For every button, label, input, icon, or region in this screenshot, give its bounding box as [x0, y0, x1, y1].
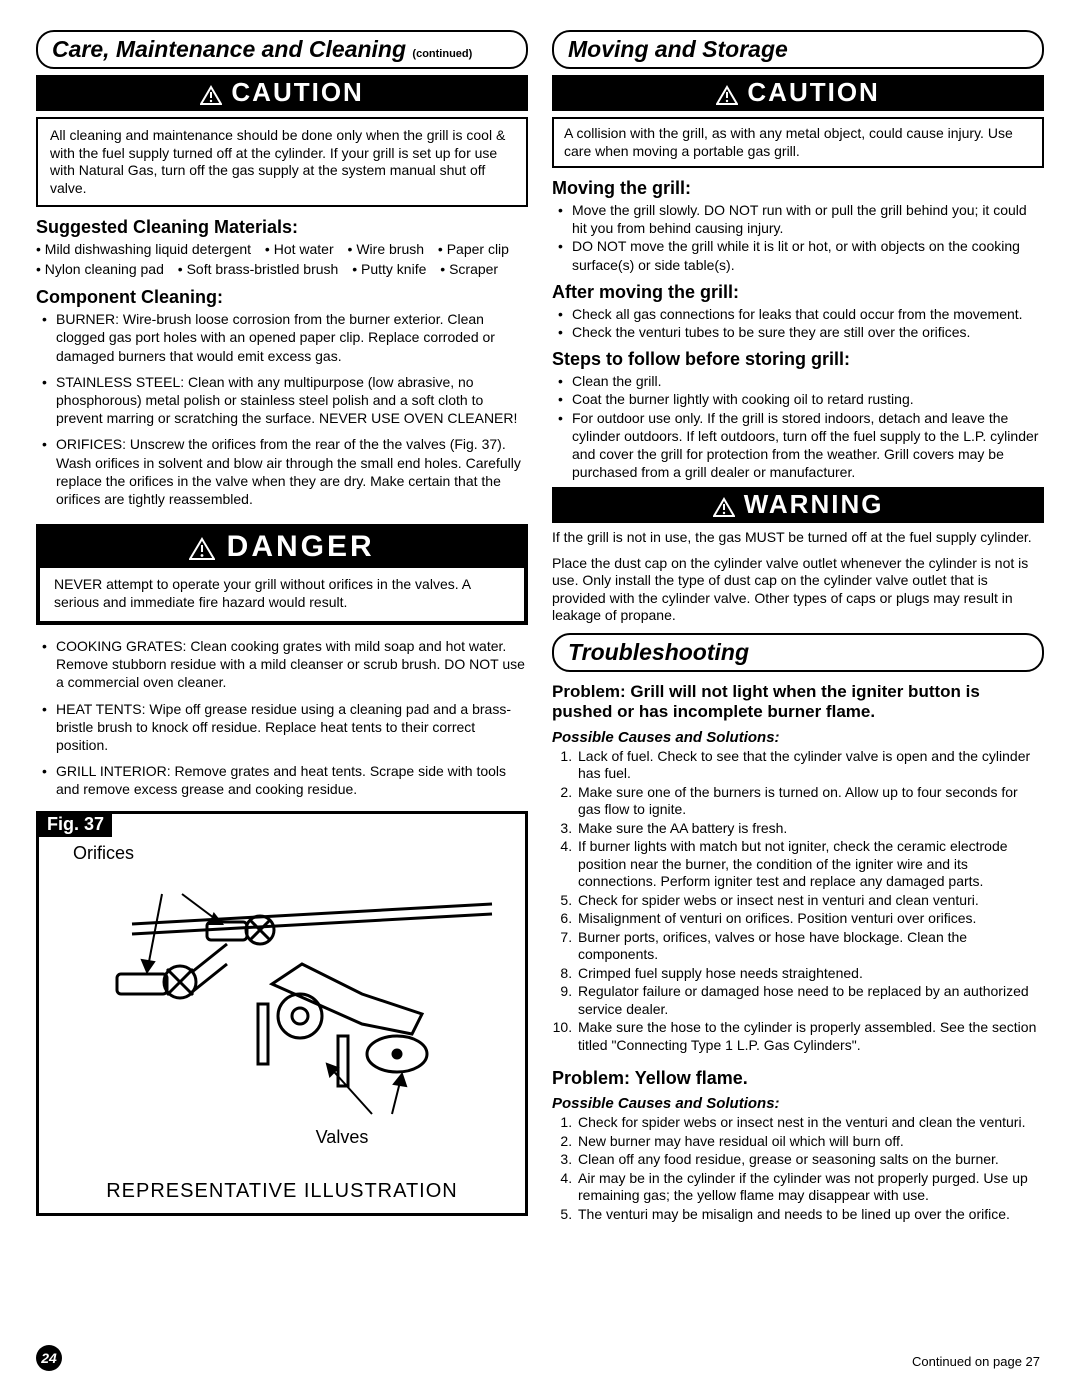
figure-caption: REPRESENTATIVE ILLUSTRATION: [49, 1180, 515, 1203]
warning-triangle-icon: [189, 533, 215, 563]
list-item: COOKING GRATES: Clean cooking grates wit…: [42, 637, 528, 692]
list-item: Air may be in the cylinder if the cylind…: [576, 1170, 1044, 1205]
material-item: Putty knife: [352, 261, 426, 277]
problem-1-title: Problem: Grill will not light when the i…: [552, 682, 1044, 723]
list-item: ORIFICES: Unscrew the orifices from the …: [42, 435, 528, 508]
materials-list: Mild dishwashing liquid detergent Hot wa…: [36, 240, 528, 279]
orifices-valves-diagram: [49, 864, 515, 1144]
list-item: Burner ports, orifices, valves or hose h…: [576, 929, 1044, 964]
moving-list: Move the grill slowly. DO NOT run with o…: [552, 201, 1044, 274]
material-item: Nylon cleaning pad: [36, 261, 164, 277]
caution-body-right: A collision with the grill, as with any …: [552, 117, 1044, 168]
two-column-layout: Care, Maintenance and Cleaning (continue…: [36, 30, 1044, 1224]
heading-moving: Moving the grill:: [552, 178, 1044, 199]
list-item: If burner lights with match but not igni…: [576, 838, 1044, 891]
list-item: Check for spider webs or insect nest in …: [576, 892, 1044, 910]
left-section-header: Care, Maintenance and Cleaning (continue…: [36, 30, 528, 69]
material-item: Wire brush: [348, 241, 424, 257]
material-item: Hot water: [265, 241, 334, 257]
material-item: Paper clip: [438, 241, 509, 257]
list-item: HEAT TENTS: Wipe off grease residue usin…: [42, 700, 528, 755]
list-item: Coat the burner lightly with cooking oil…: [558, 390, 1044, 408]
page-number-badge: 24: [36, 1345, 62, 1371]
list-item: Make sure one of the burners is turned o…: [576, 784, 1044, 819]
warning-triangle-icon: [200, 80, 222, 106]
pcs-label-1: Possible Causes and Solutions:: [552, 729, 1044, 746]
caution-label-left: CAUTION: [231, 77, 363, 107]
figure-tag: Fig. 37: [39, 812, 112, 837]
left-pill-title: Care, Maintenance and Cleaning: [52, 36, 412, 62]
figure-label-orifices: Orifices: [49, 843, 515, 864]
list-item: Check the venturi tubes to be sure they …: [558, 323, 1044, 341]
list-item: Regulator failure or damaged hose need t…: [576, 983, 1044, 1018]
heading-steps: Steps to follow before storing grill:: [552, 349, 1044, 370]
figure-box: Fig. 37 Orifices: [36, 811, 528, 1216]
material-item: Mild dishwashing liquid detergent: [36, 241, 251, 257]
list-item: Misalignment of venturi on orifices. Pos…: [576, 910, 1044, 928]
list-item: Clean off any food residue, grease or se…: [576, 1151, 1044, 1169]
list-item: Move the grill slowly. DO NOT run with o…: [558, 201, 1044, 237]
heading-materials: Suggested Cleaning Materials:: [36, 217, 528, 238]
list-item: Crimped fuel supply hose needs straighte…: [576, 965, 1044, 983]
list-item: DO NOT move the grill while it is lit or…: [558, 237, 1044, 273]
danger-body: NEVER attempt to operate your grill with…: [40, 568, 524, 611]
warning-p2: Place the dust cap on the cylinder valve…: [552, 555, 1044, 625]
caution-label-right: CAUTION: [747, 77, 879, 107]
problem-2-list: Check for spider webs or insect nest in …: [552, 1114, 1044, 1223]
right-pill-title: Moving and Storage: [568, 36, 788, 62]
pcs-label-2: Possible Causes and Solutions:: [552, 1095, 1044, 1112]
caution-bar-left: CAUTION: [36, 75, 528, 111]
danger-label: DANGER: [227, 530, 375, 563]
list-item: Check all gas connections for leaks that…: [558, 305, 1044, 323]
list-item: STAINLESS STEEL: Clean with any multipur…: [42, 373, 528, 428]
caution-body-left: All cleaning and maintenance should be d…: [36, 117, 528, 207]
warning-bar: WARNING: [552, 487, 1044, 523]
list-item: BURNER: Wire-brush loose corrosion from …: [42, 310, 528, 365]
caution-bar-right: CAUTION: [552, 75, 1044, 111]
after-list: Check all gas connections for leaks that…: [552, 305, 1044, 341]
problem-1-list: Lack of fuel. Check to see that the cyli…: [552, 748, 1044, 1055]
list-item: GRILL INTERIOR: Remove grates and heat t…: [42, 762, 528, 798]
material-item: Soft brass-bristled brush: [178, 261, 339, 277]
list-item: For outdoor use only. If the grill is st…: [558, 409, 1044, 482]
list-item: Lack of fuel. Check to see that the cyli…: [576, 748, 1044, 783]
continued-text: Continued on page 27: [912, 1354, 1040, 1369]
right-section-header: Moving and Storage: [552, 30, 1044, 69]
problem-2-title: Problem: Yellow flame.: [552, 1068, 1044, 1089]
warning-p1: If the grill is not in use, the gas MUST…: [552, 529, 1044, 547]
list-item: The venturi may be misalign and needs to…: [576, 1206, 1044, 1224]
warning-triangle-icon: [713, 492, 735, 518]
list-item: Make sure the AA battery is fresh.: [576, 820, 1044, 838]
list-item: Check for spider webs or insect nest in …: [576, 1114, 1044, 1132]
left-pill-sub: (continued): [412, 48, 472, 60]
heading-after: After moving the grill:: [552, 282, 1044, 303]
list-item: Make sure the hose to the cylinder is pr…: [576, 1019, 1044, 1054]
troubleshooting-header: Troubleshooting: [552, 633, 1044, 672]
right-column: Moving and Storage CAUTION A collision w…: [552, 30, 1044, 1224]
danger-bar: DANGER: [40, 528, 524, 568]
warning-triangle-icon: [716, 80, 738, 106]
left-column: Care, Maintenance and Cleaning (continue…: [36, 30, 528, 1224]
list-item: Clean the grill.: [558, 372, 1044, 390]
troubleshooting-title: Troubleshooting: [568, 639, 749, 665]
figure-label-valves-text: Valves: [109, 1127, 575, 1148]
component-list: BURNER: Wire-brush loose corrosion from …: [36, 310, 528, 508]
list-item: New burner may have residual oil which w…: [576, 1133, 1044, 1151]
danger-box: DANGER NEVER attempt to operate your gri…: [36, 524, 528, 625]
heading-component: Component Cleaning:: [36, 287, 528, 308]
steps-list: Clean the grill.Coat the burner lightly …: [552, 372, 1044, 481]
warning-label: WARNING: [744, 489, 884, 519]
material-item: Scraper: [440, 261, 498, 277]
after-danger-list: COOKING GRATES: Clean cooking grates wit…: [36, 637, 528, 799]
